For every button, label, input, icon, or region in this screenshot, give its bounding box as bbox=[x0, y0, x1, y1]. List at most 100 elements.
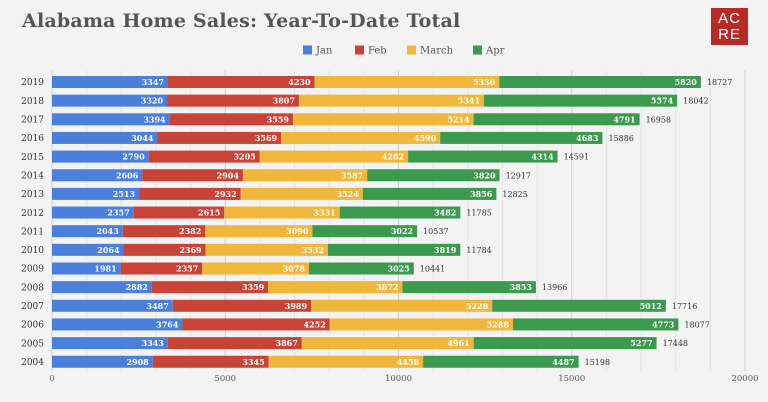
legend-label-march: March bbox=[420, 46, 454, 57]
legend-label-jan: Jan bbox=[315, 46, 333, 57]
data-label-march: 3090 bbox=[286, 226, 309, 236]
data-label-march: 4961 bbox=[447, 338, 469, 348]
data-label-jan: 2908 bbox=[126, 357, 149, 367]
bar-segment-march bbox=[205, 243, 328, 256]
bar-segment-march bbox=[311, 299, 493, 312]
data-label-march: 3872 bbox=[376, 282, 398, 292]
total-label: 18727 bbox=[707, 78, 732, 87]
y-tick-label: 2004 bbox=[21, 358, 44, 368]
bar-segment-jan bbox=[52, 225, 123, 238]
bar-segment-jan bbox=[52, 187, 140, 200]
data-label-apr: 3856 bbox=[470, 189, 493, 199]
data-label-jan: 3320 bbox=[141, 96, 164, 106]
x-tick-label: 5000 bbox=[214, 374, 236, 384]
bar-segment-apr bbox=[499, 76, 701, 88]
y-tick-label: 2008 bbox=[21, 283, 44, 293]
bar-segment-feb bbox=[133, 206, 225, 219]
data-label-feb: 3345 bbox=[242, 357, 264, 367]
y-tick-label: 2012 bbox=[21, 209, 44, 219]
data-label-feb: 3205 bbox=[233, 152, 255, 162]
logo-line-2: RE bbox=[718, 25, 741, 43]
data-label-feb: 4230 bbox=[288, 77, 311, 87]
y-tick-label: 2006 bbox=[21, 321, 44, 331]
data-label-march: 5330 bbox=[473, 77, 496, 87]
bar-segment-march bbox=[240, 187, 363, 200]
data-label-jan: 2606 bbox=[116, 170, 139, 180]
bar-segment-apr bbox=[473, 113, 640, 126]
bar-segment-march bbox=[202, 262, 309, 275]
total-label: 11784 bbox=[466, 246, 491, 255]
y-tick-label: 2019 bbox=[21, 78, 44, 88]
total-label: 15886 bbox=[608, 134, 633, 143]
data-label-feb: 3359 bbox=[242, 282, 265, 292]
data-label-apr: 5820 bbox=[675, 77, 698, 87]
data-label-feb: 3807 bbox=[273, 96, 295, 106]
x-tick-label: 0 bbox=[49, 374, 54, 384]
y-tick-label: 2018 bbox=[21, 97, 44, 107]
y-tick-label: 2015 bbox=[21, 153, 44, 163]
total-label: 17448 bbox=[663, 339, 688, 348]
bar-segment-apr bbox=[423, 355, 579, 368]
data-label-feb: 2382 bbox=[179, 226, 201, 236]
data-label-jan: 2043 bbox=[97, 226, 120, 236]
bar-segment-jan bbox=[52, 206, 134, 219]
y-tick-label: 2011 bbox=[21, 227, 44, 237]
bar-segment-apr bbox=[362, 187, 497, 200]
bar-segment-jan bbox=[52, 76, 168, 88]
bar-segment-apr bbox=[492, 299, 666, 312]
y-tick-label: 2009 bbox=[21, 265, 44, 275]
data-label-apr: 4683 bbox=[576, 133, 599, 143]
bar-segment-jan bbox=[52, 262, 121, 275]
bar-segment-apr bbox=[440, 131, 603, 144]
data-label-apr: 5277 bbox=[630, 338, 652, 348]
y-tick-label: 2016 bbox=[21, 134, 44, 144]
bar-segment-march bbox=[242, 169, 368, 182]
data-label-march: 5288 bbox=[487, 319, 510, 329]
bar-segment-jan bbox=[52, 113, 170, 126]
data-label-jan: 2790 bbox=[122, 152, 145, 162]
total-label: 14591 bbox=[564, 153, 589, 162]
x-tick-label: 15000 bbox=[558, 374, 585, 384]
bar-segment-jan bbox=[52, 318, 183, 331]
bar-segment-march bbox=[298, 94, 485, 107]
bar-segment-feb bbox=[120, 262, 203, 275]
data-label-feb: 3989 bbox=[285, 301, 308, 311]
bar-segment-march bbox=[281, 131, 441, 144]
bar-segment-apr bbox=[473, 337, 657, 350]
data-label-apr: 3025 bbox=[388, 264, 410, 274]
acre-logo: AC RE bbox=[711, 8, 748, 45]
bar-segment-feb bbox=[148, 150, 260, 163]
legend-label-apr: Apr bbox=[485, 46, 505, 57]
data-label-jan: 3764 bbox=[156, 319, 179, 329]
bar-segment-march bbox=[292, 113, 474, 126]
bar-segment-march bbox=[205, 225, 313, 238]
logo-line-1: AC bbox=[718, 9, 741, 27]
total-label: 13966 bbox=[542, 283, 567, 292]
y-tick-label: 2005 bbox=[21, 339, 44, 349]
data-label-jan: 3343 bbox=[142, 338, 165, 348]
data-label-march: 3532 bbox=[302, 245, 324, 255]
data-label-feb: 2369 bbox=[179, 245, 202, 255]
data-label-feb: 3569 bbox=[255, 133, 278, 143]
bar-segment-apr bbox=[339, 206, 461, 219]
bar-segment-jan bbox=[52, 150, 149, 163]
data-label-march: 3078 bbox=[283, 264, 306, 274]
legend-label-feb: Feb bbox=[368, 46, 387, 57]
data-label-apr: 5012 bbox=[640, 301, 662, 311]
bar-segment-apr bbox=[402, 281, 536, 294]
bar-segment-feb bbox=[172, 299, 312, 312]
total-label: 18077 bbox=[684, 320, 709, 329]
bar-segment-jan bbox=[52, 169, 143, 182]
data-label-apr: 3482 bbox=[434, 208, 456, 218]
total-label: 15198 bbox=[585, 358, 610, 367]
total-label: 11785 bbox=[466, 209, 491, 218]
bar-segment-feb bbox=[169, 113, 293, 126]
y-tick-label: 2007 bbox=[21, 302, 44, 312]
data-label-apr: 4487 bbox=[552, 357, 574, 367]
x-tick-label: 20000 bbox=[731, 374, 758, 384]
data-label-march: 3331 bbox=[313, 208, 335, 218]
data-label-march: 5214 bbox=[447, 114, 470, 124]
bar-segment-feb bbox=[167, 94, 299, 107]
bar-segment-march bbox=[329, 318, 513, 331]
bar-segment-feb bbox=[151, 281, 269, 294]
